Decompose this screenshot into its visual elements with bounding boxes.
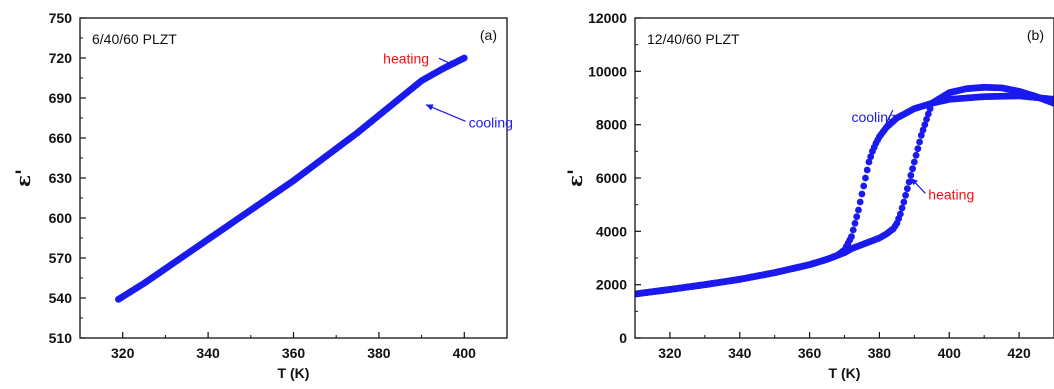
- panel-b-sample-label: 12/40/60 PLZT: [647, 31, 740, 47]
- data-point: [856, 198, 864, 206]
- panel-a-x-axis-title: T (K): [278, 365, 310, 381]
- annotation-cooling: cooling: [469, 114, 513, 130]
- y-tick-label: 660: [49, 130, 73, 146]
- data-point: [924, 110, 932, 118]
- y-tick-label: 750: [49, 10, 73, 26]
- data-point: [912, 151, 920, 159]
- data-point: [907, 171, 915, 179]
- panel-a-chart: 320 340 360 380 400 510 540 570 600 630 660 690 720 7…: [11, 10, 513, 381]
- data-point: [460, 54, 468, 62]
- x-tick-label: 400: [453, 345, 477, 361]
- y-tick-label: 510: [49, 330, 73, 346]
- data-point: [853, 213, 861, 221]
- annotation-heating: heating: [928, 186, 974, 202]
- data-point: [905, 178, 913, 186]
- x-tick-label: 320: [658, 345, 682, 361]
- data-point: [1050, 99, 1054, 107]
- y-tick-label: 540: [49, 290, 73, 306]
- y-tick-label: 2000: [596, 277, 627, 293]
- x-tick-label: 420: [1007, 345, 1031, 361]
- panel-b-chart: 320 340 360 380 400 420 0 2000 4000 6000 8000 10000…: [563, 10, 1054, 381]
- data-point: [851, 219, 859, 227]
- x-tick-label: 360: [282, 345, 306, 361]
- panel-a-panel-label: (a): [480, 27, 497, 43]
- panel-a-data-points: [115, 54, 468, 303]
- annotation-arrow-line: [425, 104, 466, 122]
- panel-b-annotations: cooling heating: [851, 109, 974, 202]
- data-point: [860, 182, 868, 190]
- y-tick-label: 570: [49, 250, 73, 266]
- y-tick-label: 690: [49, 90, 73, 106]
- x-tick-label: 360: [798, 345, 822, 361]
- data-point: [900, 198, 908, 206]
- x-tick-label: 380: [367, 345, 391, 361]
- data-point: [910, 158, 918, 166]
- data-point: [916, 138, 923, 146]
- data-point: [855, 206, 862, 214]
- data-point: [867, 153, 875, 161]
- y-tick-label: 600: [49, 210, 73, 226]
- data-point: [865, 158, 873, 166]
- data-point: [849, 226, 857, 234]
- panel-b-y-axis-title: ε': [563, 169, 587, 187]
- annotation-arrow-head: [448, 60, 456, 67]
- data-point: [921, 121, 929, 129]
- annotation-arrow-head: [425, 104, 434, 111]
- annotation-arrow-head: [875, 135, 882, 144]
- data-point: [862, 174, 869, 182]
- data-point: [919, 126, 927, 134]
- y-tick-label: 10000: [588, 63, 627, 79]
- panel-b-ticks: 320 340 360 380 400 420 0 2000 4000 6000 8000 10000…: [588, 10, 1054, 361]
- x-tick-label: 340: [728, 345, 752, 361]
- panel-b-panel-label: (b): [1027, 27, 1044, 43]
- panel-b-x-axis-title: T (K): [829, 365, 861, 381]
- data-point: [914, 145, 922, 153]
- y-tick-label: 0: [619, 330, 627, 346]
- panel-b-data-points: [635, 83, 1054, 298]
- y-tick-label: 720: [49, 50, 73, 66]
- data-point: [896, 210, 904, 218]
- data-point: [863, 166, 871, 174]
- data-point: [858, 190, 866, 198]
- data-point: [909, 165, 916, 173]
- y-tick-label: 8000: [596, 117, 627, 133]
- panel-a-annotations: heating cooling: [383, 50, 513, 130]
- panel-a-ticks: 320 340 360 380 400 510 540 570 600 630 660 690 720 7…: [49, 10, 508, 361]
- data-point: [848, 233, 855, 241]
- annotation-cooling: cooling: [851, 109, 895, 125]
- annotation-arrow-head: [910, 178, 918, 186]
- x-tick-label: 380: [868, 345, 892, 361]
- annotation-heating: heating: [383, 50, 429, 66]
- x-tick-label: 340: [196, 345, 220, 361]
- data-point: [923, 115, 930, 123]
- panel-b-plot-frame: [634, 17, 1054, 339]
- y-tick-label: 630: [49, 170, 73, 186]
- data-point: [902, 191, 909, 199]
- panel-a-y-axis-title: ε': [11, 169, 35, 187]
- x-tick-label: 400: [938, 345, 962, 361]
- data-point: [903, 185, 911, 193]
- panel-a-sample-label: 6/40/60 PLZT: [92, 31, 177, 47]
- data-point: [898, 204, 906, 212]
- data-point: [926, 105, 934, 113]
- y-tick-label: 4000: [596, 223, 627, 239]
- y-tick-label: 6000: [596, 170, 627, 186]
- y-tick-label: 12000: [588, 10, 627, 26]
- data-point: [917, 131, 925, 139]
- x-tick-label: 320: [111, 345, 135, 361]
